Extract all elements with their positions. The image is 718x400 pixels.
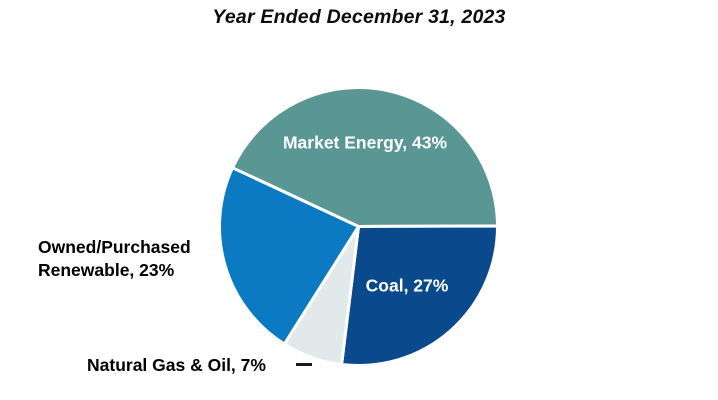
pie-slice-coal [340, 224, 500, 368]
slice-label-coal: Coal, 27% [365, 275, 449, 296]
pie-slice-owned-purchased-renewable [218, 166, 360, 346]
leader-line-natural-gas-oil [296, 363, 312, 366]
pie-slice-market-energy [231, 86, 499, 228]
slice-label-market-energy: Market Energy, 43% [282, 132, 448, 153]
chart-title: Year Ended December 31, 2023 [212, 6, 506, 28]
slice-label-natural-gas-oil: Natural Gas & Oil, 7% [87, 355, 266, 375]
slice-label-owned-purchased-renewable: Owned/Purchased Renewable, 23% [38, 237, 191, 280]
